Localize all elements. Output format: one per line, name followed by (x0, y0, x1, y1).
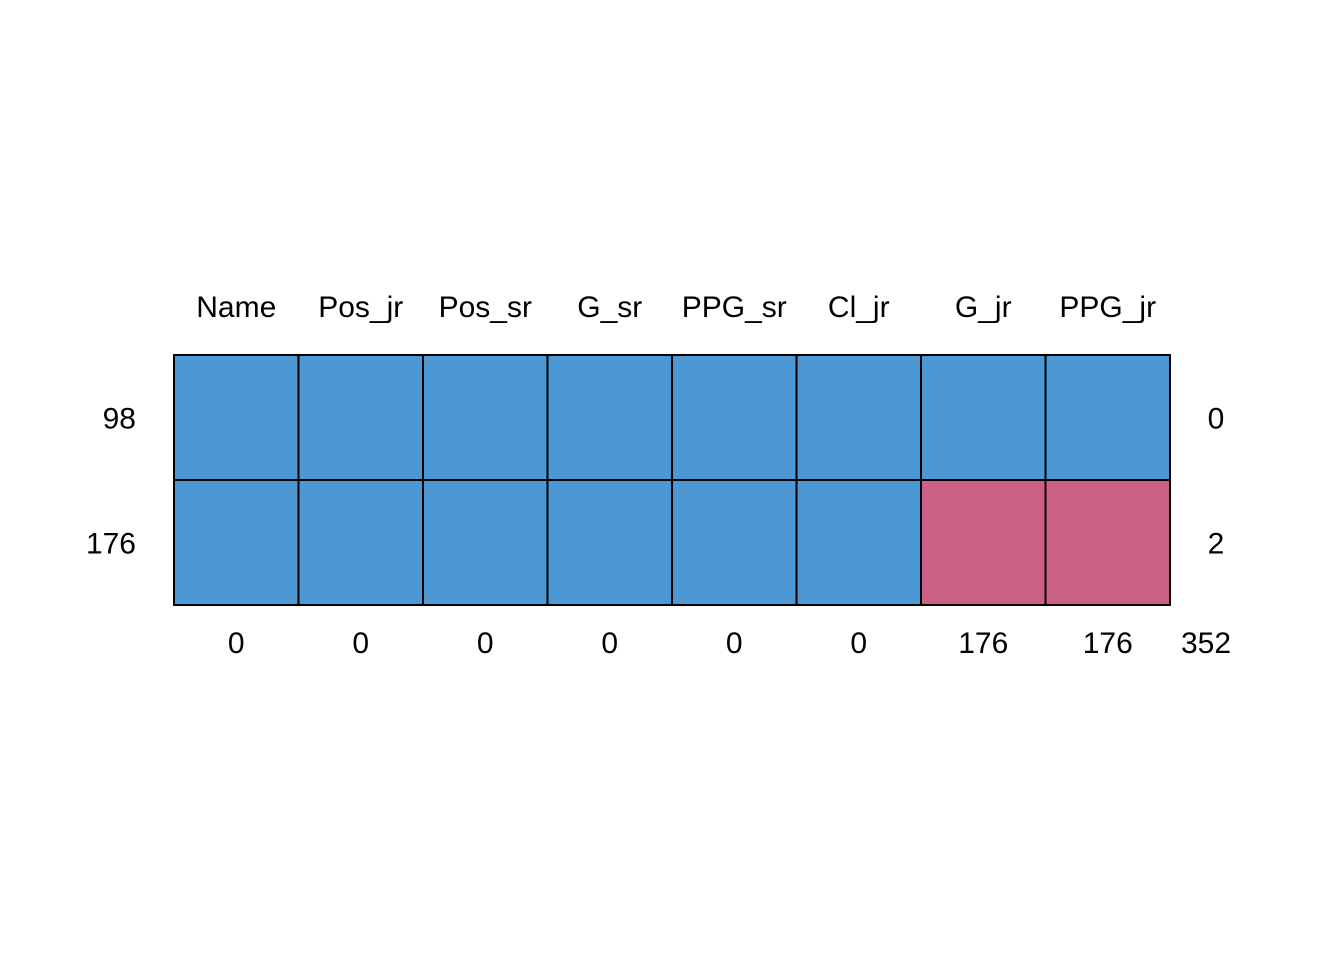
cell-r1-c7-observed (920, 354, 1047, 481)
column-total-3: 0 (477, 627, 494, 660)
cell-r1-c8-observed (1044, 354, 1171, 481)
total-missing-label: 352 (1181, 627, 1231, 660)
column-total-5: 0 (726, 627, 743, 660)
cell-r1-c5-observed (671, 354, 798, 481)
row-missing-count-2: 2 (1208, 528, 1225, 561)
cell-r2-c2-observed (297, 479, 424, 606)
column-label-cl-jr: Cl_jr (828, 291, 890, 324)
column-total-2: 0 (352, 627, 369, 660)
column-total-6: 0 (850, 627, 867, 660)
column-label-name: Name (196, 291, 276, 324)
column-total-4: 0 (601, 627, 618, 660)
column-label-g-sr: G_sr (577, 291, 642, 324)
cell-r1-c4-observed (546, 354, 673, 481)
pattern-grid (173, 354, 1171, 606)
column-total-labels: 0 0 0 0 0 0 176 176 (228, 627, 1133, 660)
row-count-1: 98 (103, 403, 136, 436)
column-label-pos-jr: Pos_jr (318, 291, 403, 324)
column-total-8: 176 (1083, 627, 1133, 660)
column-label-pos-sr: Pos_sr (439, 291, 532, 324)
row-count-labels: 98 176 (86, 403, 136, 561)
row-count-2: 176 (86, 528, 136, 561)
cell-r2-c6-observed (795, 479, 922, 606)
cell-r1-c6-observed (795, 354, 922, 481)
column-labels: Name Pos_jr Pos_sr G_sr PPG_sr Cl_jr G_jr PPG_j… (196, 291, 1156, 324)
cell-r2-c4-observed (546, 479, 673, 606)
column-total-7: 176 (958, 627, 1008, 660)
column-total-1: 0 (228, 627, 245, 660)
row-missing-count-1: 0 (1208, 403, 1225, 436)
column-label-ppg-sr: PPG_sr (682, 291, 787, 324)
cell-r2-c8-missing (1044, 479, 1171, 606)
row-missing-labels: 02 (1208, 403, 1225, 561)
column-label-ppg-jr: PPG_jr (1059, 291, 1156, 324)
cell-r2-c1-observed (173, 479, 300, 606)
cell-r1-c1-observed (173, 354, 300, 481)
cell-r2-c7-missing (920, 479, 1047, 606)
cell-r2-c3-observed (422, 479, 549, 606)
column-label-g-jr: G_jr (955, 291, 1012, 324)
cell-r1-c2-observed (297, 354, 424, 481)
cell-r1-c3-observed (422, 354, 549, 481)
cell-r2-c5-observed (671, 479, 798, 606)
